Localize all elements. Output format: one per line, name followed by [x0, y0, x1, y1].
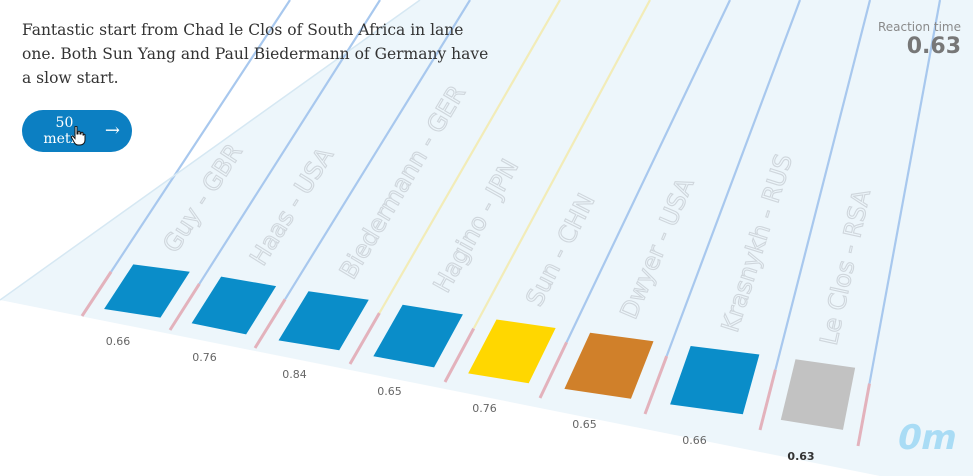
lane-line-red-segment: [348, 312, 381, 365]
lane-line-red-segment: [80, 270, 113, 317]
swimmer-reaction-time: 0.66: [682, 434, 707, 447]
lane-line-red-segment: [168, 282, 201, 331]
swimmer-marker: [670, 346, 760, 415]
next-split-label: 50 metre: [43, 115, 86, 147]
distance-marker: 0m: [893, 418, 962, 458]
swimmer-marker: [780, 359, 856, 430]
lane-line-red-segment: [643, 355, 669, 415]
lane-line: [284, 0, 471, 300]
swimmer-marker: [104, 264, 190, 318]
lane-line: [110, 0, 291, 273]
lane-line: [198, 0, 381, 285]
lane-line: [868, 0, 942, 384]
swimmer-marker: [468, 319, 556, 384]
arrow-right-icon: →: [104, 120, 120, 141]
lane-line: [774, 0, 872, 371]
lane-line: [665, 0, 802, 357]
swimmer-reaction-time: 0.76: [472, 402, 497, 415]
swimmers: [104, 264, 856, 430]
lane-line: [378, 0, 561, 314]
lane-line-red-segment: [856, 383, 871, 447]
swimmer-marker: [191, 276, 277, 335]
swimmer-reaction-time: 0.63: [787, 450, 814, 463]
reaction-labels: 0.66 0.76 0.84 0.65 0.76 0.65 0.66 0.63: [106, 335, 815, 463]
swimmer-reaction-time: 0.65: [377, 385, 402, 398]
lane-line-red-segment: [758, 369, 777, 431]
lane-line-red-segment: [538, 341, 568, 399]
reaction-time-value: 0.63: [906, 34, 961, 59]
lane-line-red-segment: [253, 298, 287, 349]
pool-edge: [0, 0, 421, 301]
swimmer-reaction-time: 0.84: [282, 368, 307, 381]
reaction-time-label: Reaction time: [877, 20, 961, 34]
swimmer-reaction-time: 0.65: [572, 418, 597, 431]
swimmer-marker: [373, 304, 463, 368]
swimmer-reaction-time: 0.66: [106, 335, 131, 348]
lane-lines: [0, 0, 942, 447]
lane-line-red-segment: [443, 327, 476, 383]
swimmer-marker: [564, 332, 654, 399]
lane-line: [472, 0, 651, 330]
swimmer-marker: [278, 291, 369, 351]
next-split-button[interactable]: 50 metre →: [22, 110, 132, 152]
swimmer-reaction-time: 0.76: [192, 351, 217, 364]
commentary-text: Fantastic start from Chad le Clos of Sou…: [22, 21, 489, 87]
lane-line: [565, 0, 731, 343]
